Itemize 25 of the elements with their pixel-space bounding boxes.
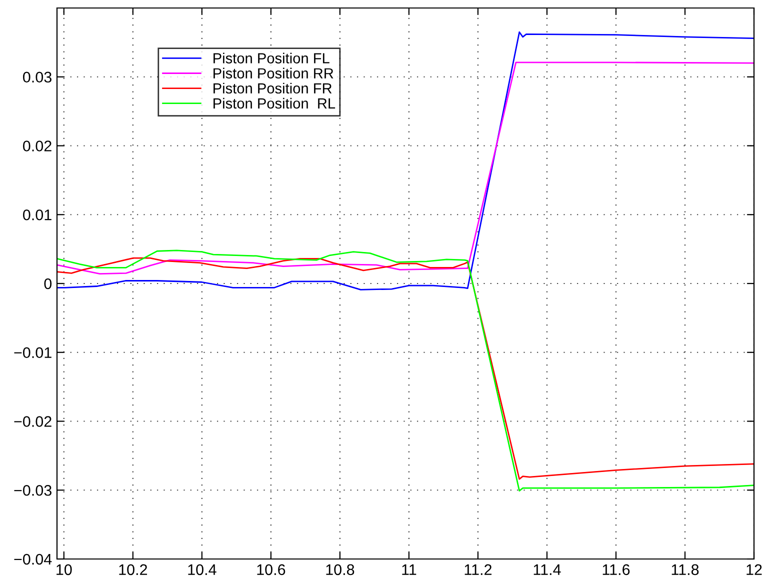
legend-label: Piston Position RL: [214, 98, 336, 109]
y-tick-label: −0.04: [14, 554, 52, 565]
line-series: [57, 62, 754, 275]
y-tick-label: 0.01: [23, 209, 52, 220]
x-tick-label: 11.4: [534, 564, 561, 575]
y-tick-label: 0: [44, 278, 52, 290]
y-tick-label: −0.03: [14, 484, 52, 496]
legend-label: Piston Position RR: [214, 68, 334, 78]
line-series: [57, 31, 754, 290]
x-tick-label: 11.8: [672, 564, 699, 576]
y-tick-label: −0.01: [14, 347, 52, 358]
x-tick-label: 12: [746, 564, 762, 575]
x-tick-label: 10.2: [119, 564, 148, 576]
y-tick-label: −0.02: [14, 416, 52, 427]
x-tick-label: 10.6: [257, 564, 286, 576]
legend-label: Piston Position FL: [214, 52, 330, 64]
x-tick-label: 11.2: [464, 564, 492, 575]
y-tick-label: 0.02: [23, 140, 52, 152]
y-tick-label: 0.03: [23, 72, 52, 83]
x-tick-label: 11.6: [602, 564, 630, 576]
x-tick-label: 10.4: [188, 564, 216, 576]
x-tick-label: 10.8: [326, 564, 354, 576]
x-tick-label: 11: [402, 564, 416, 575]
x-tick-label: 10: [56, 564, 72, 576]
legend-label: Piston Position FR: [214, 82, 332, 94]
